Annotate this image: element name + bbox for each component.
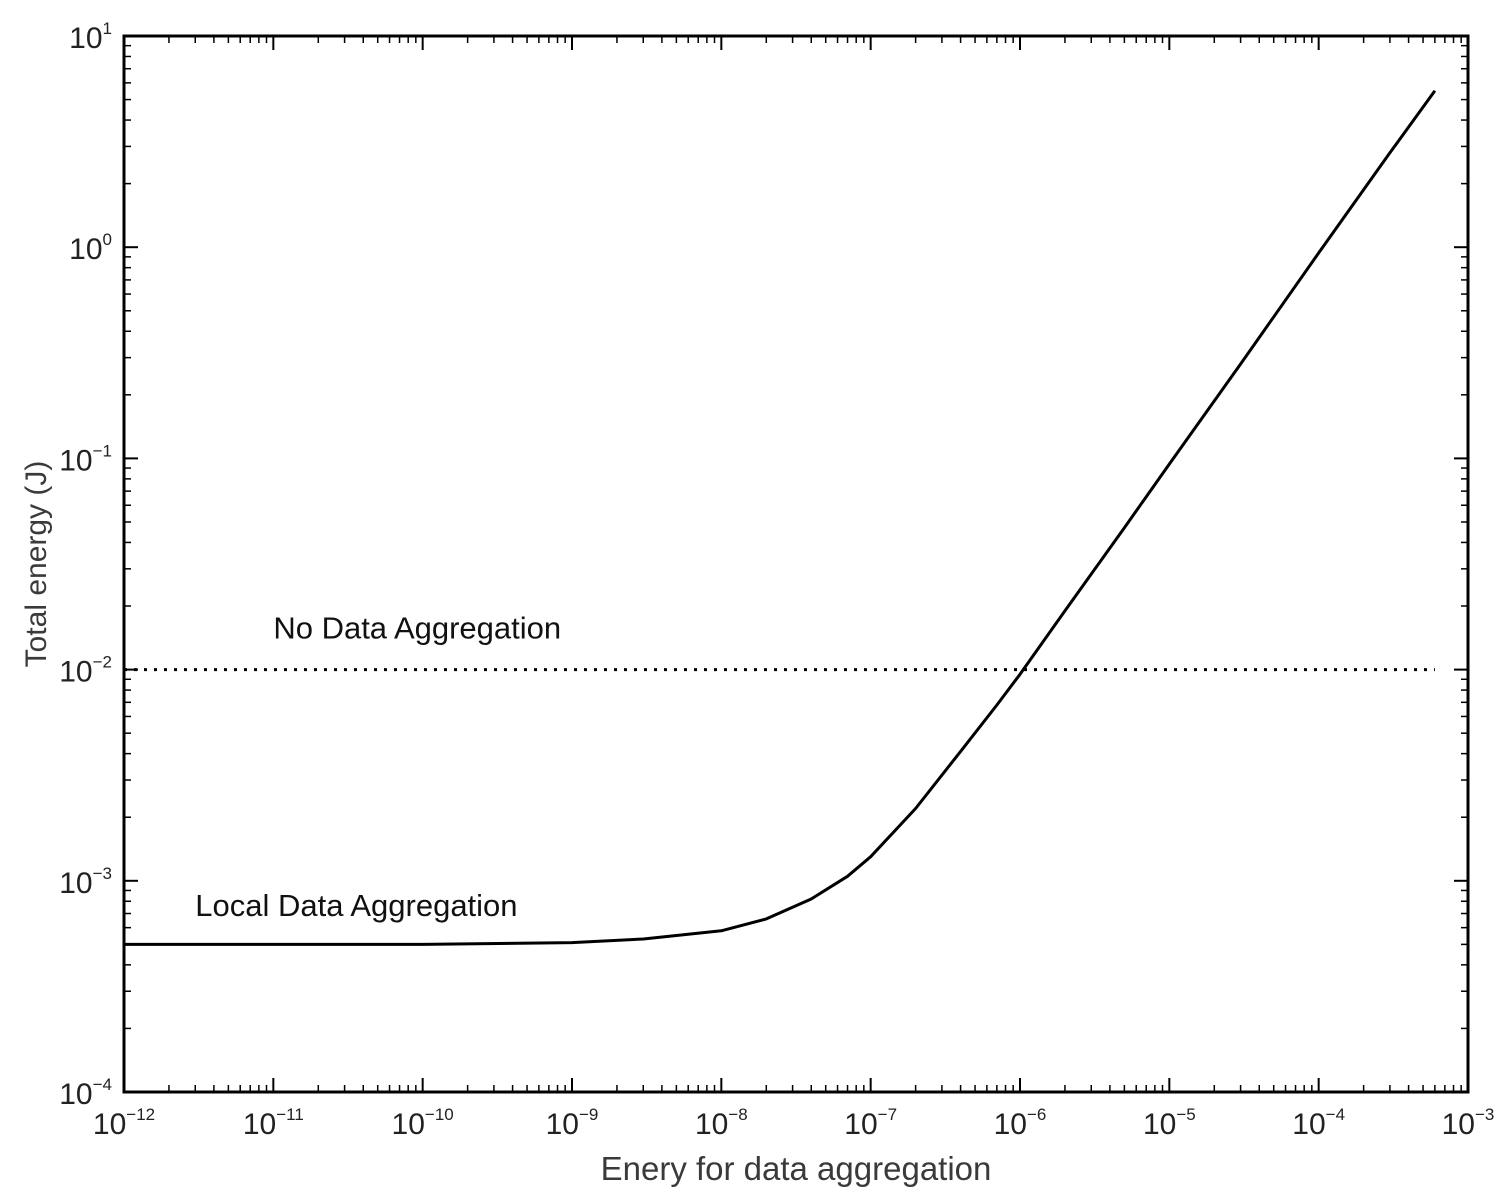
y-tick-label: 101 <box>69 19 112 55</box>
y-tick-label: 10−2 <box>59 653 112 689</box>
x-tick-label: 10−7 <box>844 1105 897 1141</box>
x-tick-label: 10−3 <box>1442 1105 1495 1141</box>
y-tick-label: 10−1 <box>59 441 112 477</box>
x-tick-label: 10−6 <box>994 1105 1047 1141</box>
x-tick-label: 10−10 <box>392 1105 454 1141</box>
x-tick-label: 10−4 <box>1292 1105 1345 1141</box>
y-tick-label: 10−3 <box>59 864 112 900</box>
series-line-local-aggregation <box>124 89 1437 946</box>
series-annotation: No Data Aggregation <box>273 611 561 646</box>
series-lines <box>124 89 1437 946</box>
series-annotation: Local Data Aggregation <box>195 888 517 923</box>
tick-labels: 10−12 10−11 10−10 10−9 10−8 10−7 10−6 10−5 10−4 1… <box>59 19 1494 1141</box>
x-tick-label: 10−11 <box>243 1105 304 1141</box>
x-tick-label: 10−12 <box>93 1105 155 1141</box>
y-tick-label: 100 <box>69 230 112 266</box>
y-axis-title: Total energy (J) <box>20 461 53 668</box>
x-tick-label: 10−9 <box>546 1105 599 1141</box>
plot-frame <box>122 34 1470 1094</box>
x-tick-label: 10−8 <box>695 1105 748 1141</box>
x-tick-label: 10−5 <box>1143 1105 1196 1141</box>
annotations: No Data Aggregation Local Data Aggregatio… <box>195 611 561 923</box>
x-axis-title: Enery for data aggregation <box>601 1150 992 1187</box>
y-tick-label: 10−4 <box>59 1075 112 1111</box>
plot-area <box>124 36 1468 1092</box>
